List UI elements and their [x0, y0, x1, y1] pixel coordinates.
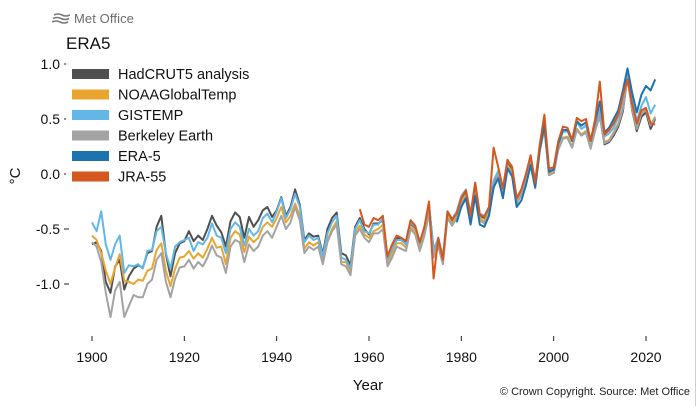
x-tick-label: 1960: [353, 349, 384, 365]
legend-swatch: [72, 171, 109, 182]
legend: HadCRUT5 analysis NOAAGlobalTemp GISTEMP Be…: [66, 62, 288, 188]
x-axis-title: Year: [353, 377, 383, 394]
x-tick-label: 1980: [446, 349, 477, 365]
chart-title: ERA5: [66, 34, 111, 53]
legend-label: GISTEMP: [118, 108, 183, 124]
legend-swatch: [72, 89, 109, 100]
x-tick-label: 1900: [76, 349, 107, 365]
legend-label: Berkeley Earth: [118, 129, 213, 145]
x-tick-label: 1920: [169, 349, 200, 365]
series-layer: [91, 67, 657, 318]
met-office-logo: Met Office: [52, 9, 134, 27]
y-tick-label: 0.5: [41, 111, 61, 127]
y-axis-title: °C: [7, 167, 24, 184]
met-office-logo-icon: [52, 13, 70, 24]
x-tick-label: 2020: [630, 349, 661, 365]
axes-layer: 1.0 0.5 0.0 -0.5 -1.0 1900 1920 1940 1960 1980 200…: [7, 56, 662, 394]
legend-background: [66, 62, 288, 188]
legend-swatch: [72, 151, 109, 161]
x-tick-label: 2000: [538, 349, 569, 365]
y-tick-label: -1.0: [36, 276, 60, 292]
logo-text: Met Office: [74, 10, 135, 26]
series-line-berkeley-earth: [91, 77, 657, 318]
legend-swatch: [72, 130, 109, 141]
legend-label: ERA-5: [118, 149, 161, 165]
legend-label: HadCRUT5 analysis: [118, 67, 249, 83]
legend-label: JRA-55: [118, 170, 166, 186]
y-tick-label: 1.0: [41, 56, 61, 72]
y-tick-label: 0.0: [41, 166, 61, 182]
y-tick-label: -0.5: [36, 221, 60, 237]
source-credit: © Crown Copyright. Source: Met Office: [499, 386, 690, 398]
legend-label: NOAAGlobalTemp: [118, 88, 236, 104]
legend-swatch: [72, 69, 109, 79]
series-line-jra-55: [358, 78, 656, 280]
x-tick-label: 1940: [261, 349, 292, 365]
legend-swatch: [72, 110, 109, 120]
